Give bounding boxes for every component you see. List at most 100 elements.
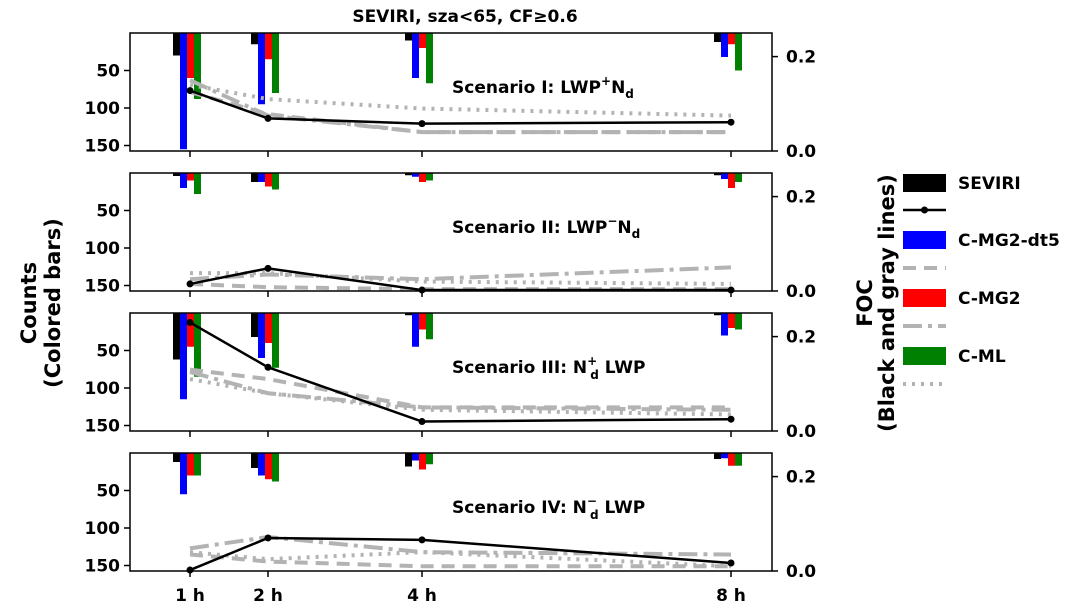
black-line-seviri [189, 267, 731, 292]
seviri-marker [418, 120, 426, 128]
legend-item-1: SEVIRI [903, 174, 1021, 194]
legend-swatch [903, 347, 946, 365]
gray-line-c-mg2 [189, 370, 732, 412]
seviri-marker [264, 264, 272, 272]
left-tick-label: 100 [85, 239, 121, 259]
bar-c-mg2-2h [265, 173, 272, 187]
bar-c-ml-8h [735, 453, 742, 466]
seviri-marker [418, 286, 426, 294]
gray-line-c-mg2 [189, 535, 732, 557]
seviri-marker [264, 114, 272, 122]
panel-frame [129, 32, 773, 152]
black-line-seviri [189, 536, 732, 572]
bar-seviri-8h [714, 33, 721, 42]
legend-marker [921, 206, 928, 214]
legend-label: C-MG2-dt5 [958, 231, 1060, 251]
x-axis-ticks: 1 h 2 h 4 h 8 h [175, 586, 746, 606]
bar-c-mg2-dt5-8h [721, 33, 728, 57]
right-axis-title-line1: FOC [853, 279, 877, 327]
legend-item-5: C-MG2 [903, 289, 1021, 309]
legend: SEVIRI C-MG2-dt5 C-MG2 C-ML [903, 174, 1060, 386]
bar-seviri-2h [251, 33, 258, 45]
x-tick-label: 8 h [716, 586, 746, 606]
bar-seviri-1h [173, 173, 180, 176]
scenario-label: Scenario IV: N− d LWP [452, 494, 645, 522]
bar-c-mg2-dt5-4h [412, 173, 419, 177]
bar-c-mg2-dt5-2h [258, 173, 265, 182]
bar-c-ml-4h [426, 173, 433, 181]
seviri-marker [418, 418, 426, 426]
seviri-marker [264, 363, 272, 371]
left-tick-label: 150 [85, 557, 121, 577]
gray-line-c-ml [189, 377, 732, 417]
bar-seviri-2h [251, 313, 258, 337]
left-tick-label: 150 [85, 137, 121, 157]
panels: 50 100 150 0.0 0.2 Scenario I: LWP+Nd 50 100 15… [85, 32, 816, 582]
panel-3: 50 100 150 0.0 0.2 Scenario III: N+ d LWP [85, 312, 816, 442]
left-tick-label: 150 [85, 277, 121, 297]
bar-c-ml-2h [272, 453, 279, 482]
bar-c-ml-8h [735, 173, 742, 182]
left-tick-label: 100 [85, 99, 121, 119]
x-tick-label: 2 h [253, 586, 283, 606]
bar-c-mg2-1h [187, 453, 194, 476]
bar-seviri-4h [405, 33, 412, 41]
right-axis-title: FOC (Black and gray lines) [853, 174, 899, 432]
seviri-marker [727, 118, 735, 126]
bar-seviri-8h [714, 173, 721, 176]
legend-swatch [903, 231, 946, 249]
left-tick-label: 100 [85, 379, 121, 399]
left-tick-label: 50 [96, 62, 120, 82]
left-tick-label: 50 [96, 342, 120, 362]
right-tick-label: 0.2 [786, 328, 816, 348]
left-tick-label: 150 [85, 417, 121, 437]
bar-seviri-2h [251, 173, 258, 182]
bar-c-ml-1h [194, 173, 201, 194]
legend-label: C-MG2 [958, 289, 1021, 309]
bar-c-mg2-dt5-8h [721, 173, 728, 179]
bar-c-mg2-4h [419, 33, 426, 48]
bar-c-mg2-dt5-4h [412, 313, 419, 347]
right-tick-label: 0.0 [786, 282, 816, 302]
seviri-marker [186, 318, 194, 326]
bar-seviri-1h [173, 313, 180, 360]
gray-line-c-ml [189, 82, 732, 118]
bar-c-ml-2h [272, 173, 279, 190]
bar-c-mg2-dt5-4h [412, 453, 419, 461]
seviri-marker [418, 536, 426, 544]
bar-c-mg2-dt5-8h [721, 453, 728, 459]
bar-c-ml-4h [426, 33, 433, 84]
bar-c-mg2-2h [265, 33, 272, 60]
bar-c-mg2-8h [728, 33, 735, 45]
gray-line-c-mg2-dt5 [189, 552, 731, 569]
bar-c-mg2-1h [187, 33, 194, 78]
legend-swatch [903, 174, 946, 192]
left-tick-label: 50 [96, 482, 120, 502]
bar-seviri-4h [405, 173, 412, 176]
bar-seviri-4h [405, 313, 412, 316]
bar-c-mg2-2h [265, 453, 272, 480]
bar-c-ml-1h [194, 313, 201, 377]
legend-label: C-ML [958, 347, 1006, 367]
panel-frame [129, 452, 773, 572]
left-tick-label: 50 [96, 202, 120, 222]
seviri-marker [186, 87, 194, 95]
bar-c-mg2-4h [419, 453, 426, 470]
bar-seviri-1h [173, 453, 180, 462]
bar-seviri-1h [173, 33, 180, 56]
x-tick-label: 1 h [175, 586, 205, 606]
seviri-marker [186, 280, 194, 288]
legend-swatch [903, 289, 946, 307]
right-tick-label: 0.0 [786, 422, 816, 442]
bar-c-ml-2h [272, 33, 279, 93]
bar-seviri-8h [714, 313, 721, 316]
bar-c-ml-8h [735, 33, 742, 71]
seviri-marker [264, 534, 272, 542]
legend-item-7: C-ML [903, 347, 1006, 367]
x-tick-label: 4 h [407, 586, 437, 606]
bar-c-mg2-1h [187, 313, 194, 347]
bar-c-mg2-8h [728, 173, 735, 188]
scenario-label: Scenario II: LWP−Nd [452, 214, 640, 241]
seviri-marker [727, 286, 735, 294]
